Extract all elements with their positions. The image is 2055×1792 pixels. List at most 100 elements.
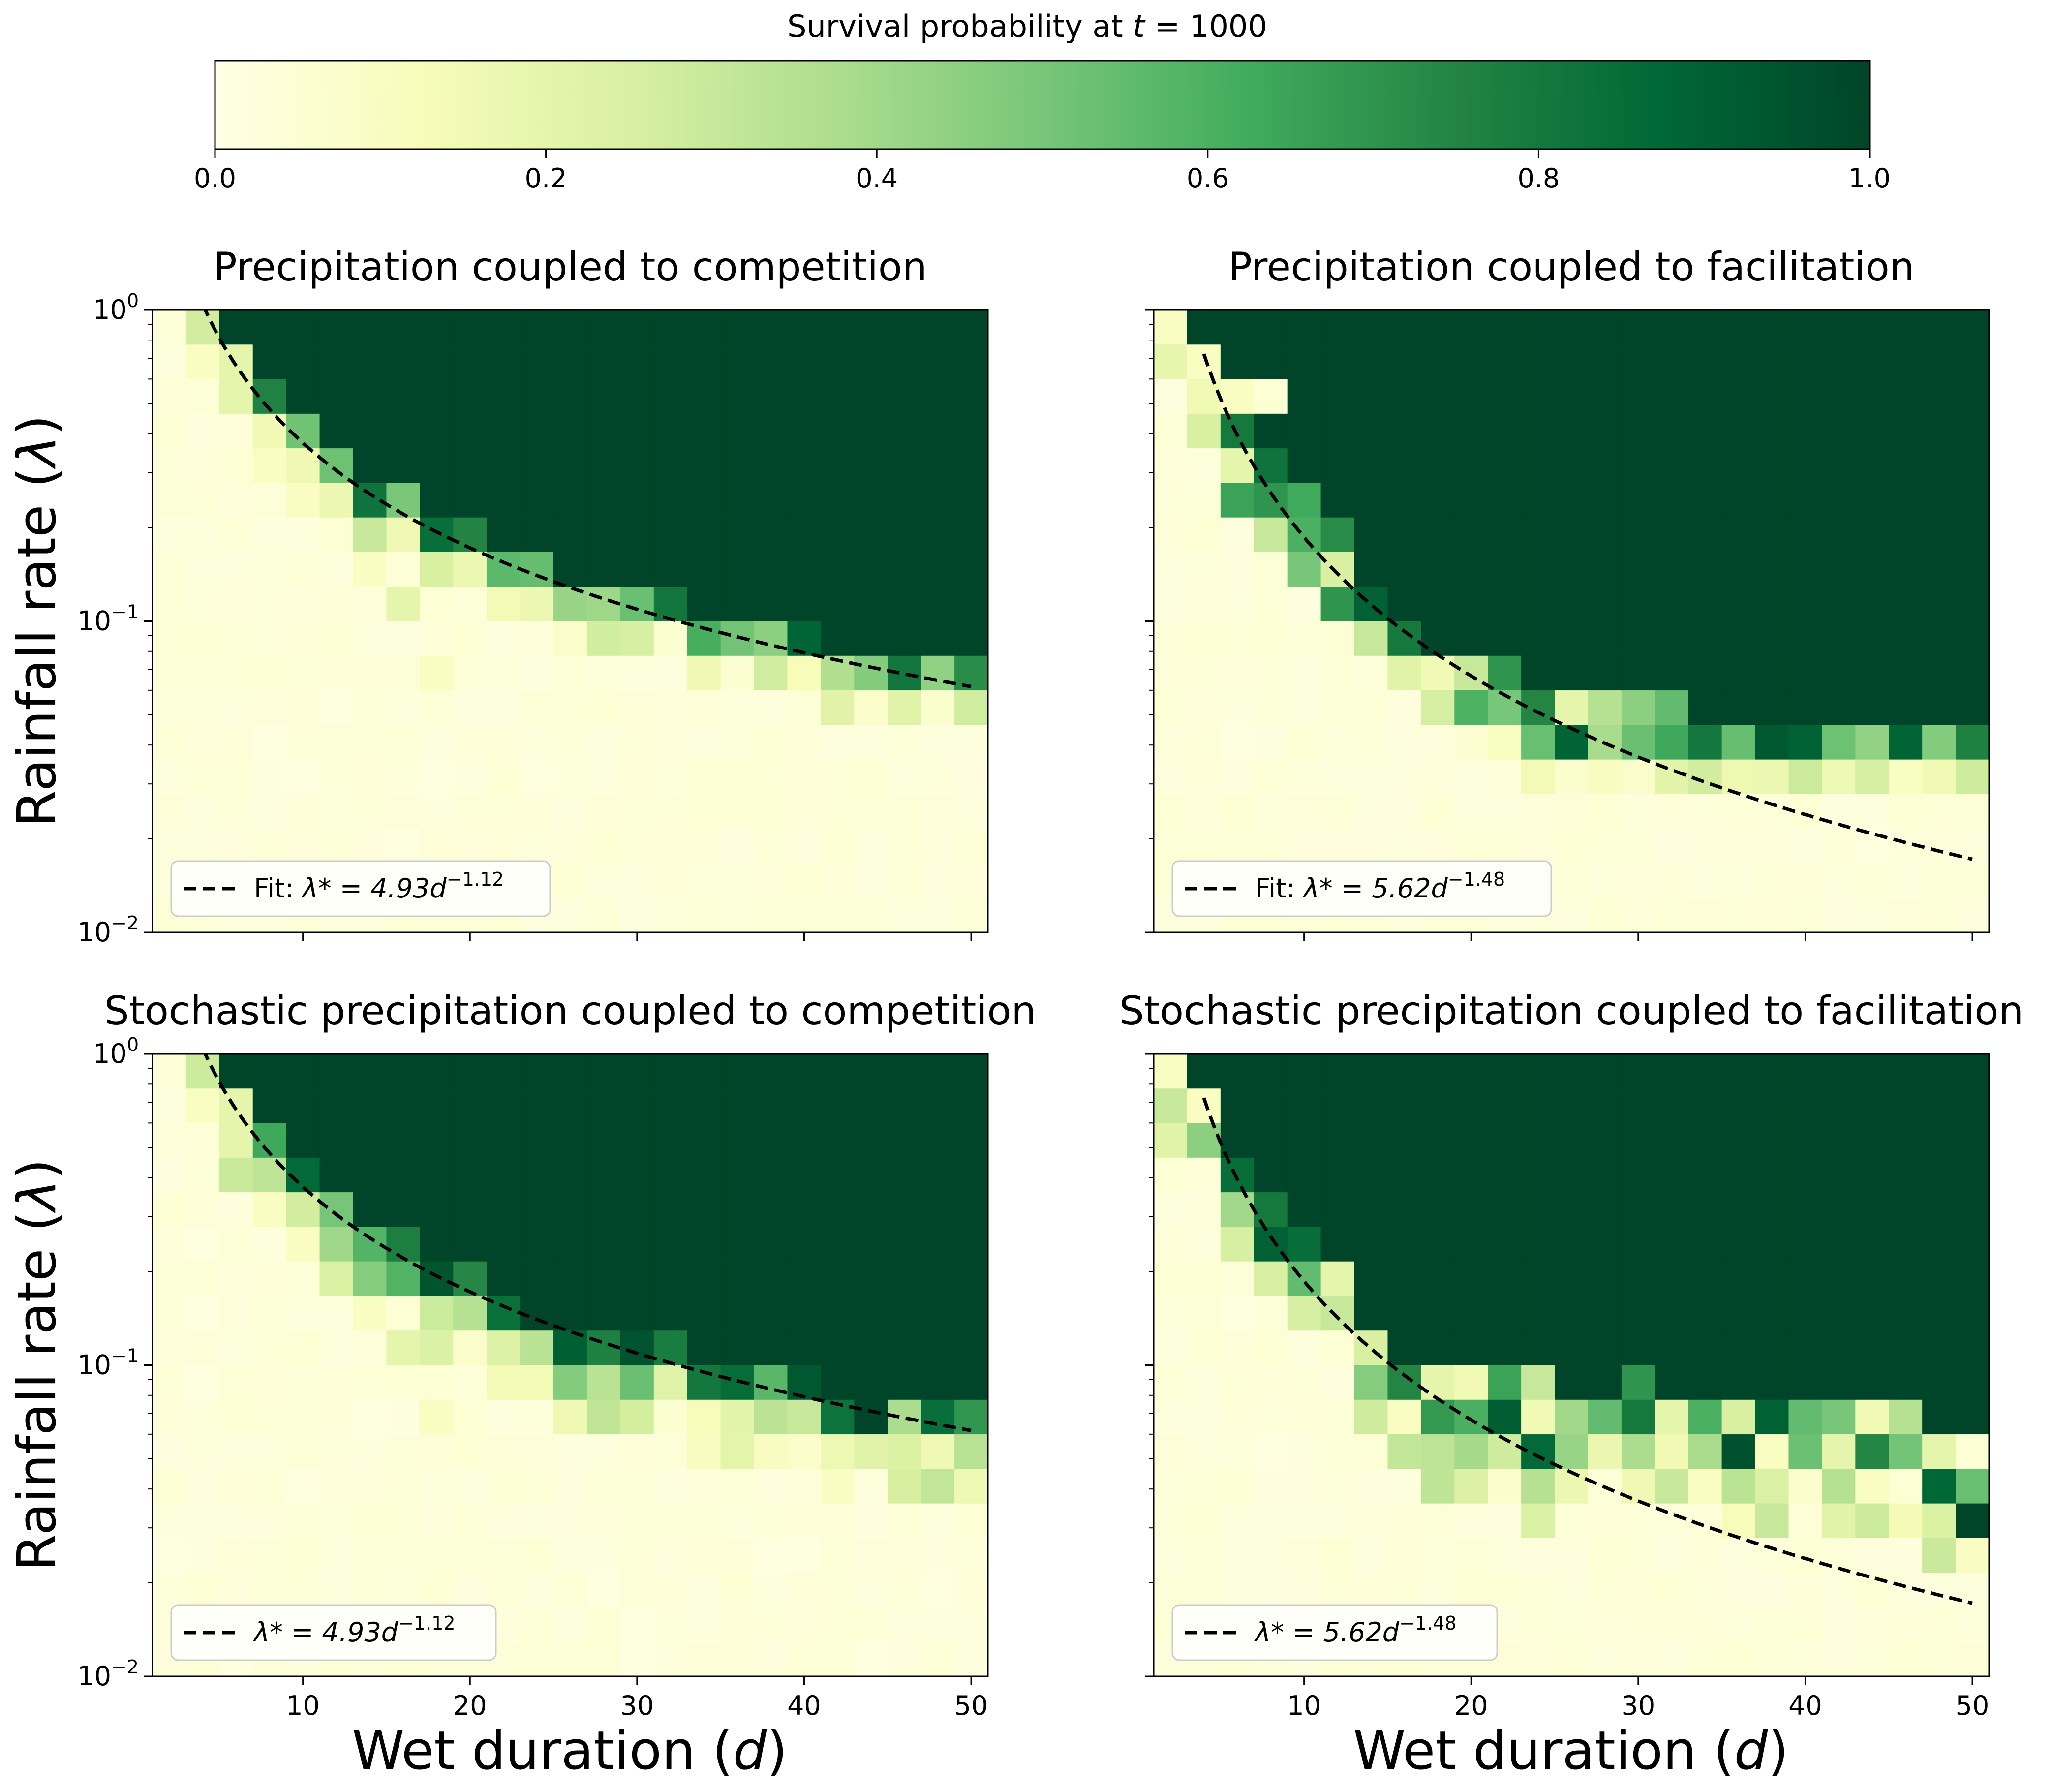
heatmap-cell <box>1889 552 1923 587</box>
heatmap-cell <box>1688 725 1722 760</box>
heatmap-cell <box>1655 1192 1689 1227</box>
heatmap-cell <box>386 794 420 829</box>
heatmap-cell <box>1454 1227 1488 1262</box>
heatmap-cell <box>153 1573 186 1608</box>
heatmap-cell <box>1154 759 1188 795</box>
heatmap-cell <box>185 1365 220 1400</box>
heatmap-cell <box>1655 690 1689 725</box>
heatmap-cell <box>1956 1227 1989 1262</box>
heatmap-cell <box>653 690 688 725</box>
heatmap-cell <box>1154 448 1188 483</box>
heatmap-cell <box>754 794 788 829</box>
heatmap-cell <box>821 794 855 829</box>
heatmap-cell <box>1521 1607 1555 1642</box>
heatmap-cell <box>1889 483 1923 518</box>
heatmap-cell <box>1421 1123 1455 1158</box>
heatmap-cell <box>1855 310 1889 345</box>
heatmap-cell <box>1521 1088 1555 1124</box>
heatmap-cell <box>787 1434 821 1469</box>
heatmap-cell <box>1555 1641 1589 1676</box>
heatmap-cell <box>854 690 888 725</box>
heatmap-cell <box>1922 690 1956 725</box>
heatmap-cell <box>1855 1434 1889 1469</box>
heatmap-cell <box>1721 1607 1756 1642</box>
heatmap-cell <box>153 552 186 587</box>
heatmap-cell <box>921 897 955 932</box>
heatmap-cell <box>1855 829 1889 864</box>
heatmap-cell <box>1855 1088 1889 1124</box>
heatmap-cell <box>720 1469 755 1504</box>
heatmap-cell <box>553 517 587 553</box>
heatmap-cell <box>553 310 587 345</box>
heatmap-cell <box>586 379 621 414</box>
heatmap-cell <box>787 1330 821 1366</box>
heatmap-cell <box>1521 1503 1555 1539</box>
heatmap-cell <box>1655 448 1689 483</box>
heatmap-cell <box>888 794 921 829</box>
x-tick-label: 10 <box>1287 1690 1321 1721</box>
heatmap-cell <box>553 1192 587 1227</box>
heatmap-cell <box>888 725 921 760</box>
heatmap-cell <box>687 1054 721 1089</box>
heatmap-cell <box>553 1607 587 1642</box>
heatmap-cell <box>1788 1641 1822 1676</box>
heatmap-cell <box>153 655 186 691</box>
heatmap-cell <box>286 448 320 483</box>
heatmap-cell <box>1320 448 1355 483</box>
heatmap-cell <box>1755 690 1789 725</box>
heatmap-cell <box>888 310 921 345</box>
heatmap-cell <box>787 1261 821 1297</box>
heatmap-cell <box>821 1330 855 1366</box>
heatmap-cell <box>553 690 587 725</box>
heatmap-cell <box>1855 552 1889 587</box>
heatmap-cell <box>1254 1157 1288 1193</box>
heatmap-cell <box>1788 1054 1822 1089</box>
heatmap-cell <box>1788 310 1822 345</box>
heatmap-cell <box>1721 379 1756 414</box>
heatmap-cell <box>553 794 587 829</box>
heatmap-cell <box>1154 413 1188 449</box>
heatmap-cell <box>1822 621 1856 656</box>
heatmap-cell <box>921 1538 955 1573</box>
heatmap-cell <box>1922 1538 1956 1573</box>
heatmap-cell <box>1721 552 1756 587</box>
heatmap-cell <box>1387 344 1421 380</box>
heatmap-cell <box>921 1503 955 1539</box>
heatmap-cell <box>1187 759 1221 795</box>
heatmap-cell <box>319 1573 354 1608</box>
heatmap-cell <box>1788 344 1822 380</box>
heatmap-cell <box>787 1607 821 1642</box>
heatmap-cell <box>1354 655 1388 691</box>
heatmap-cell <box>620 344 654 380</box>
heatmap-cell <box>1721 1088 1756 1124</box>
heatmap-cell <box>754 759 788 795</box>
heatmap-cell <box>319 1227 354 1262</box>
heatmap-cell <box>153 517 186 553</box>
heatmap-cell <box>1254 1261 1288 1297</box>
heatmap-cell <box>1956 587 1989 622</box>
heatmap-cell <box>453 1157 487 1193</box>
panel-stochastic-competition: Stochastic precipitation coupled to comp… <box>77 988 1036 1721</box>
heatmap-cell <box>386 1192 420 1227</box>
heatmap-cell <box>1320 655 1355 691</box>
heatmap-cell <box>854 344 888 380</box>
heatmap-cell <box>1721 1503 1756 1539</box>
heatmap-cell <box>1287 829 1321 864</box>
heatmap-cell <box>586 1573 621 1608</box>
heatmap-cell <box>888 517 921 553</box>
heatmap-cell <box>1755 344 1789 380</box>
heatmap-cell <box>553 1054 587 1089</box>
heatmap-cell <box>586 552 621 587</box>
heatmap-cell <box>1956 483 1989 518</box>
heatmap-cell <box>787 1365 821 1400</box>
heatmap-cell <box>286 1192 320 1227</box>
heatmap-cell <box>420 829 454 864</box>
heatmap-cell <box>1454 829 1488 864</box>
heatmap-cell <box>252 310 287 345</box>
heatmap-cell <box>888 621 921 656</box>
heatmap-cell <box>1588 759 1622 795</box>
heatmap-cell <box>1655 379 1689 414</box>
heatmap-cell <box>1655 1399 1689 1435</box>
heatmap-cell <box>487 1503 521 1539</box>
heatmap-cell <box>219 725 253 760</box>
